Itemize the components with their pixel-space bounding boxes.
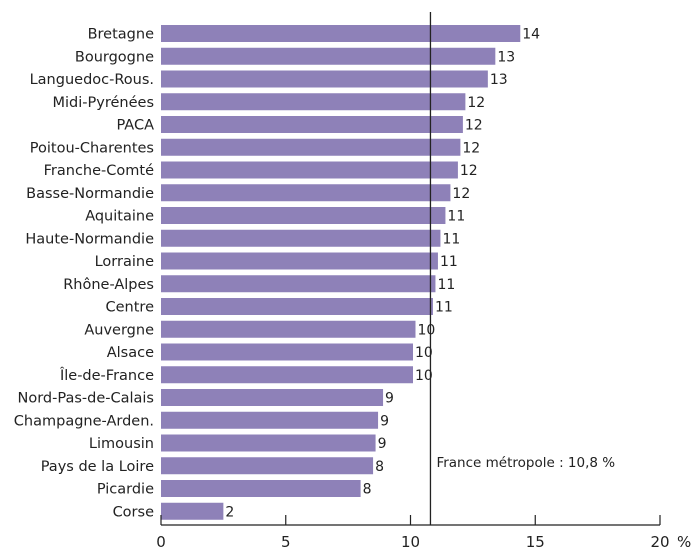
category-label: Aquitaine xyxy=(85,209,154,225)
category-labels: Bretagne Bourgogne Languedoc-Rous. Midi-Pyr… xyxy=(14,27,154,521)
bar xyxy=(161,70,488,88)
value-label: 2 xyxy=(225,504,234,520)
category-label: Haute-Normandie xyxy=(25,231,154,247)
bar xyxy=(161,138,461,156)
value-label: 12 xyxy=(467,95,485,111)
x-tick-label: 5 xyxy=(281,533,291,551)
category-label: Limousin xyxy=(89,436,154,452)
category-label: Bourgogne xyxy=(75,49,154,65)
x-tick-label: 20 xyxy=(650,533,669,551)
value-label: 11 xyxy=(447,209,465,225)
value-label: 13 xyxy=(497,49,515,65)
value-label: 14 xyxy=(522,27,540,43)
value-label: 13 xyxy=(490,72,508,88)
value-label: 11 xyxy=(442,231,460,247)
bar xyxy=(161,411,379,429)
bar xyxy=(161,320,416,338)
bar xyxy=(161,184,451,202)
value-label: 12 xyxy=(460,163,478,179)
bar xyxy=(161,457,374,475)
category-label: Basse-Normandie xyxy=(26,186,154,202)
bar xyxy=(161,389,384,406)
bars-group xyxy=(161,25,521,520)
value-label: 12 xyxy=(465,118,483,134)
category-label: Île-de-France xyxy=(59,366,154,384)
value-label: 9 xyxy=(378,436,387,452)
x-unit-label: % xyxy=(677,533,691,551)
bar xyxy=(161,275,436,293)
bar xyxy=(161,298,433,315)
bar xyxy=(161,47,496,65)
value-label: 9 xyxy=(385,391,394,407)
category-label: Alsace xyxy=(107,345,154,361)
bar xyxy=(161,161,458,179)
category-label: Midi-Pyrénées xyxy=(53,95,154,111)
value-label: 11 xyxy=(440,254,458,270)
value-label: 10 xyxy=(415,345,433,361)
category-label: Auvergne xyxy=(84,322,154,338)
bar xyxy=(161,93,466,111)
category-label: Corse xyxy=(113,504,155,520)
bar xyxy=(161,343,413,361)
category-label: Poitou-Charentes xyxy=(30,140,154,156)
value-label: 11 xyxy=(437,277,455,293)
category-label: Nord-Pas-de-Calais xyxy=(18,391,155,407)
value-label: 12 xyxy=(462,140,480,156)
category-label: Pays de la Loire xyxy=(41,459,154,475)
value-label: 10 xyxy=(417,322,435,338)
category-label: Bretagne xyxy=(88,27,154,43)
category-label: Languedoc-Rous. xyxy=(30,72,154,88)
value-label: 11 xyxy=(435,300,453,316)
reference-line-label: France métropole : 10,8 % xyxy=(436,455,615,471)
value-label: 8 xyxy=(363,482,372,498)
category-label: Rhône-Alpes xyxy=(63,277,154,293)
value-label: 12 xyxy=(452,186,470,202)
bar xyxy=(161,480,361,497)
bar xyxy=(161,366,413,384)
value-label: 9 xyxy=(380,413,389,429)
category-label: Lorraine xyxy=(95,254,154,270)
x-tick-label: 10 xyxy=(401,533,420,551)
bar xyxy=(161,207,446,224)
category-label: Champagne-Arden. xyxy=(14,413,154,429)
category-label: Franche-Comté xyxy=(44,163,154,179)
x-tick-label: 15 xyxy=(526,533,545,551)
category-label: PACA xyxy=(116,118,154,134)
value-label: 8 xyxy=(375,459,384,475)
category-label: Picardie xyxy=(97,482,154,498)
bar xyxy=(161,434,376,452)
reference-line-group: France métropole : 10,8 % xyxy=(429,12,615,525)
bar xyxy=(161,116,463,133)
x-tick-label: 0 xyxy=(156,533,166,551)
bar xyxy=(161,229,441,247)
x-axis: 0 5 10 15 20% xyxy=(156,515,691,551)
bar xyxy=(161,25,521,42)
bar xyxy=(161,252,438,270)
bar xyxy=(161,502,224,520)
value-label: 10 xyxy=(415,368,433,384)
category-label: Centre xyxy=(106,300,155,316)
